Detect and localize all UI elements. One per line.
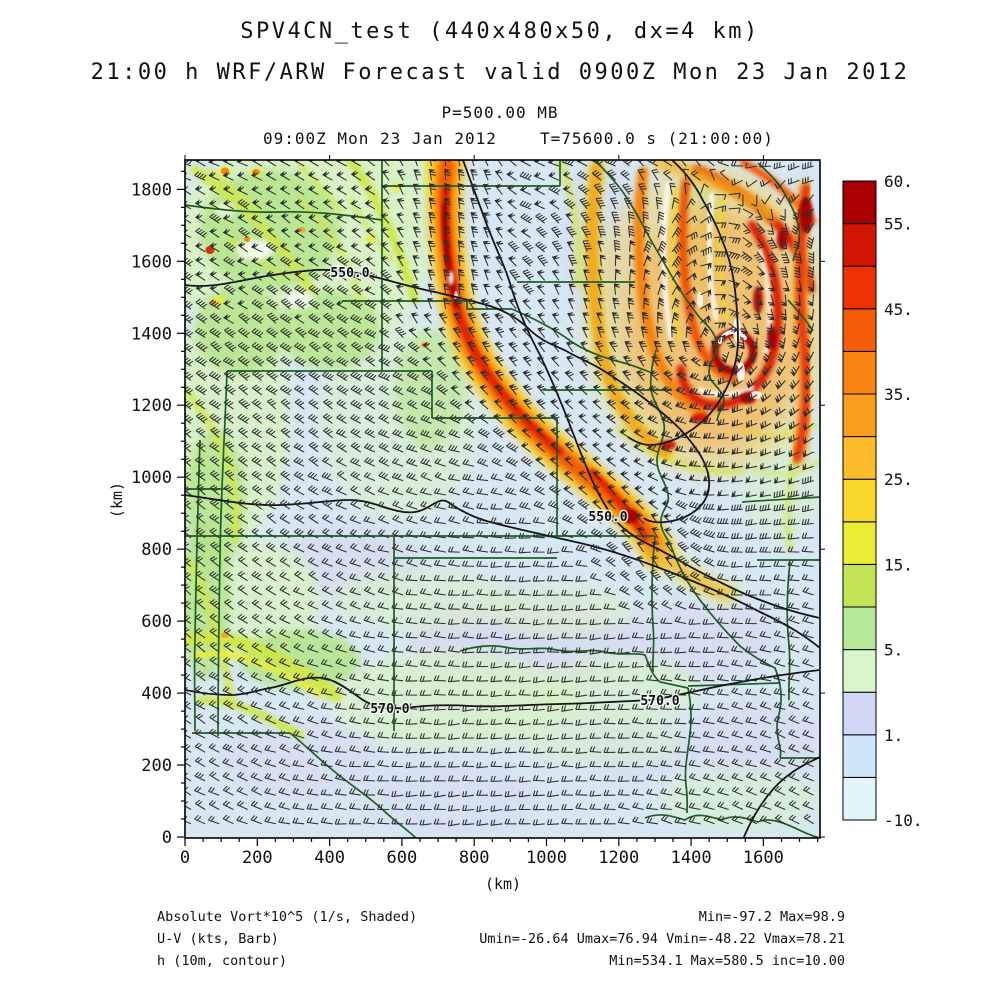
x-tick-label: 1000 [526, 848, 567, 868]
y-tick-label: 600 [141, 612, 172, 632]
x-tick-label: 1200 [598, 848, 639, 868]
state-line [185, 204, 383, 221]
y-tick-label: 1800 [131, 180, 172, 200]
legend-wind-minmax: Umin=-26.64 Umax=76.94 Vmin=-48.22 Vmax=… [479, 931, 845, 947]
titles: SPV4CN_test (440x480x50, dx=4 km) 21:00 … [91, 19, 910, 148]
state-line [193, 439, 201, 732]
legend-height-minmax: Min=534.1 Max=580.5 inc=10.00 [609, 953, 845, 969]
colorbar-cell [842, 734, 877, 778]
state-line [786, 561, 791, 701]
colorbar-cell [842, 649, 877, 693]
colorbar-cell [842, 606, 877, 651]
contour-label: 570.0 [640, 694, 679, 709]
legend-shaded-minmax: Min=-97.2 Max=98.9 [699, 909, 845, 925]
y-tick-label: 400 [141, 684, 172, 704]
state-line [741, 496, 820, 503]
x-tick-label: 200 [242, 848, 273, 868]
colorbar-cell [842, 436, 877, 480]
colorbar-label: 1. [884, 726, 903, 745]
y-axis: 0 200 400 600 800 1000 1200 1400 1600 1800 [131, 170, 825, 848]
contour-label: 550.0 [330, 266, 369, 281]
title-line1: SPV4CN_test (440x480x50, dx=4 km) [240, 19, 760, 44]
state-line [684, 687, 692, 814]
white-sliver [448, 271, 454, 285]
title-line2: 21:00 h WRF/ARW Forecast valid 0900Z Mon… [91, 60, 910, 85]
y-tick-label: 1400 [131, 324, 172, 344]
legend-height-field: h (10m, contour) [157, 953, 287, 969]
colorbar-cell [842, 776, 877, 821]
colorbar-cell [842, 350, 877, 395]
x-tick-label: 0 [180, 848, 190, 868]
x-tick-label: 800 [459, 848, 490, 868]
colorbar-cell [842, 308, 877, 352]
colorbar-label: -10. [884, 811, 923, 830]
state-line [687, 682, 781, 687]
contour-550 [462, 160, 820, 619]
plot-frame [184, 159, 821, 839]
colorbar-cell [842, 478, 877, 523]
colorbar-cell [842, 265, 877, 310]
state-line [289, 732, 418, 838]
white-sliver-2 [454, 291, 458, 301]
y-tick-label: 1200 [131, 396, 172, 416]
colorbar-cell [842, 563, 877, 608]
x-tick-label: 1600 [743, 848, 784, 868]
state-line [459, 645, 689, 689]
colorbar-cell [842, 180, 877, 225]
colorbar-label: 55. [884, 215, 913, 234]
legend-wind-field: U-V (kts, Barb) [157, 931, 279, 947]
legend-shaded-field: Absolute Vort*10^5 (1/s, Shaded) [157, 909, 417, 925]
contour-label: 550.0 [588, 510, 627, 525]
x-axis: 0 200 400 600 800 1000 1200 1400 1600 [180, 155, 819, 868]
valid-datetime-label: 09:00Z Mon 23 Jan 2012 [263, 129, 497, 148]
pressure-level-label: P=500.00 MB [442, 103, 559, 122]
colorbar-cell [842, 223, 877, 267]
colorbar-cell [842, 393, 877, 438]
colorbar-label: 15. [884, 555, 913, 574]
contour-570 [185, 669, 820, 710]
x-axis-unit: (km) [485, 875, 521, 893]
x-tick-label: 1400 [671, 848, 712, 868]
colorbar-label: 25. [884, 470, 913, 489]
state-line [644, 814, 820, 838]
state-line [670, 545, 782, 759]
colorbar-cell [842, 691, 877, 736]
contour-label: 570.0 [370, 702, 409, 717]
y-tick-label: 1000 [131, 468, 172, 488]
contour-550-west [185, 268, 711, 524]
colorbar-label: 45. [884, 300, 913, 319]
contour-value-labels: 550.0 550.0 570.0 570.0 [329, 265, 681, 719]
state-line [217, 370, 228, 737]
colorbar-label: 35. [884, 385, 913, 404]
y-tick-label: 0 [162, 828, 172, 848]
colorbar-label: 60. [884, 172, 913, 191]
state-line [594, 160, 701, 319]
colorbar-label: 5. [884, 641, 903, 660]
x-tick-label: 400 [314, 848, 345, 868]
x-tick-label: 600 [387, 848, 418, 868]
y-tick-label: 1600 [131, 252, 172, 272]
contour-540 [627, 160, 739, 446]
state-line [699, 317, 725, 422]
colorbar-cell [842, 521, 877, 565]
legend: Absolute Vort*10^5 (1/s, Shaded) U-V (kt… [157, 909, 845, 969]
state-line [342, 300, 512, 310]
colorbar: -10. 1. 5. 15. 25. 35. 45. 55. 60. [842, 172, 923, 830]
state-line [511, 308, 651, 373]
y-tick-label: 800 [141, 540, 172, 560]
model-time-label: T=75600.0 s (21:00:00) [540, 129, 774, 148]
y-tick-label: 200 [141, 756, 172, 776]
y-axis-unit: (km) [108, 482, 126, 518]
